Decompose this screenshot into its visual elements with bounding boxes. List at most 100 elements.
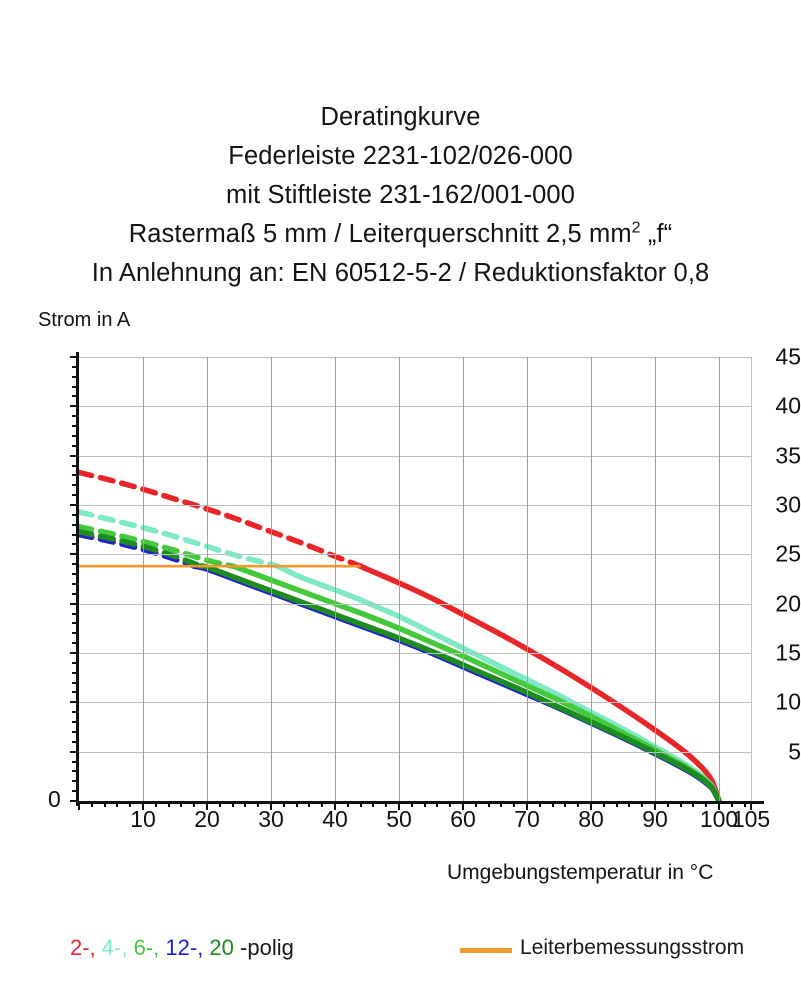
chart-title-block: Deratingkurve Federleiste 2231-102/026-0… <box>0 98 801 293</box>
x-tick-minor-84 <box>615 801 618 807</box>
y-tick-minor-6 <box>72 740 79 743</box>
y-tick-label-40: 40 <box>775 392 801 419</box>
x-tick-50 <box>398 801 400 810</box>
gridline-v-20 <box>207 357 208 801</box>
x-tick-minor-64 <box>487 801 490 807</box>
x-tick-minor-102 <box>730 801 733 807</box>
y-tick-minor-16 <box>72 642 79 645</box>
y-tick-minor-1 <box>72 790 79 793</box>
gridline-v-10 <box>143 357 144 801</box>
x-tick-minor-72 <box>538 801 541 807</box>
y-tick-40 <box>70 405 79 408</box>
x-tick-minor-66 <box>500 801 503 807</box>
y-tick-minor-17 <box>72 632 79 635</box>
y-tick-minor-19 <box>72 612 79 615</box>
x-tick-minor-68 <box>513 801 516 807</box>
y-tick-minor-9 <box>72 711 79 714</box>
gridline-v-30 <box>271 357 272 801</box>
x-tick-minor-12 <box>154 801 157 807</box>
curve-dashed-2-polig <box>79 469 364 569</box>
y-tick-label-20: 20 <box>775 590 801 617</box>
gridline-v-50 <box>399 357 400 801</box>
x-tick-minor-58 <box>449 801 452 807</box>
y-tick-10 <box>70 701 79 704</box>
y-axis-title: Strom in A <box>38 309 131 331</box>
y-tick-minor-26 <box>72 543 79 546</box>
x-tick-minor-14 <box>167 801 170 807</box>
gridline-h-25 <box>79 554 751 556</box>
gridline-v-80 <box>591 357 592 801</box>
x-tick-minor-34 <box>295 801 298 807</box>
y-tick-0 <box>70 800 79 802</box>
title-line-1: Deratingkurve <box>320 103 481 131</box>
gridline-h-30 <box>79 505 751 506</box>
curve-solid-20-polig <box>197 563 722 801</box>
legend-part-6: 6-, <box>133 935 166 960</box>
gridline-v-40 <box>335 357 336 801</box>
x-tick-label-70: 70 <box>514 806 540 832</box>
x-tick-minor-4 <box>103 801 106 807</box>
x-tick-minor-76 <box>564 801 567 807</box>
x-tick-0 <box>78 801 80 810</box>
y-tick-15 <box>70 652 79 654</box>
y-axis-zero-label: 0 <box>48 786 61 812</box>
x-tick-minor-24 <box>231 801 234 807</box>
y-tick-minor-7 <box>72 730 79 733</box>
x-tick-30 <box>270 801 272 810</box>
y-tick-minor-13 <box>72 671 79 674</box>
x-tick-minor-48 <box>385 801 388 807</box>
x-tick-minor-22 <box>218 801 221 807</box>
curve-dashed-6-polig <box>79 523 236 569</box>
x-axis-title: Umgebungstemperatur in °C <box>447 861 714 884</box>
gridline-h-35 <box>79 455 751 457</box>
title-line-4-pre: Rastermaß 5 mm / Leiterquerschnitt 2,5 m… <box>128 220 632 248</box>
y-tick-label-25: 25 <box>775 540 801 567</box>
x-tick-label-60: 60 <box>450 806 476 832</box>
x-tick-label-50: 50 <box>386 806 412 832</box>
curve-solid-12-polig <box>191 563 722 801</box>
y-tick-5 <box>70 750 79 753</box>
legend-part-20: 20 <box>209 935 241 960</box>
y-tick-label-5: 5 <box>788 738 801 765</box>
legend-label-rated-current: Leiterbemessungsstrom <box>520 936 745 959</box>
x-axis-line <box>76 801 764 804</box>
y-tick-20 <box>70 602 79 605</box>
y-tick-minor-29 <box>72 513 79 516</box>
x-tick-minor-52 <box>410 801 413 807</box>
x-tick-minor-36 <box>308 801 311 807</box>
y-tick-minor-39 <box>72 415 79 418</box>
x-tick-minor-82 <box>602 801 605 807</box>
legend-part-polig: -polig <box>240 935 294 960</box>
gridline-v-90 <box>655 357 656 801</box>
gridline-h-10 <box>79 702 751 704</box>
x-tick-minor-94 <box>679 801 682 807</box>
x-tick-minor-46 <box>372 801 375 807</box>
x-tick-minor-104 <box>743 801 746 807</box>
x-tick-105 <box>750 801 752 810</box>
curves-svg <box>79 469 722 801</box>
y-tick-minor-37 <box>72 434 79 437</box>
y-tick-minor-31 <box>72 494 79 497</box>
y-tick-minor-32 <box>72 484 79 487</box>
x-tick-minor-74 <box>551 801 554 807</box>
legend-part-12: 12-, <box>165 935 210 960</box>
title-line-4-superscript: 2 <box>631 219 641 237</box>
gridline-h-5 <box>79 751 751 753</box>
x-tick-minor-16 <box>180 801 183 807</box>
y-tick-45 <box>70 356 79 358</box>
plot-area <box>79 357 751 801</box>
x-tick-70 <box>526 801 528 810</box>
x-tick-90 <box>654 801 656 810</box>
y-tick-35 <box>70 454 79 457</box>
legend-part-4: 4-, <box>101 935 134 960</box>
y-tick-minor-21 <box>72 592 79 595</box>
y-tick-minor-22 <box>72 582 79 585</box>
x-tick-label-10: 10 <box>130 806 156 832</box>
x-tick-minor-44 <box>359 801 362 807</box>
x-tick-minor-56 <box>436 801 439 807</box>
x-tick-minor-2 <box>90 801 93 807</box>
x-tick-minor-26 <box>244 801 247 807</box>
y-tick-minor-44 <box>72 365 79 368</box>
x-tick-minor-54 <box>423 801 426 807</box>
x-tick-10 <box>142 801 144 810</box>
